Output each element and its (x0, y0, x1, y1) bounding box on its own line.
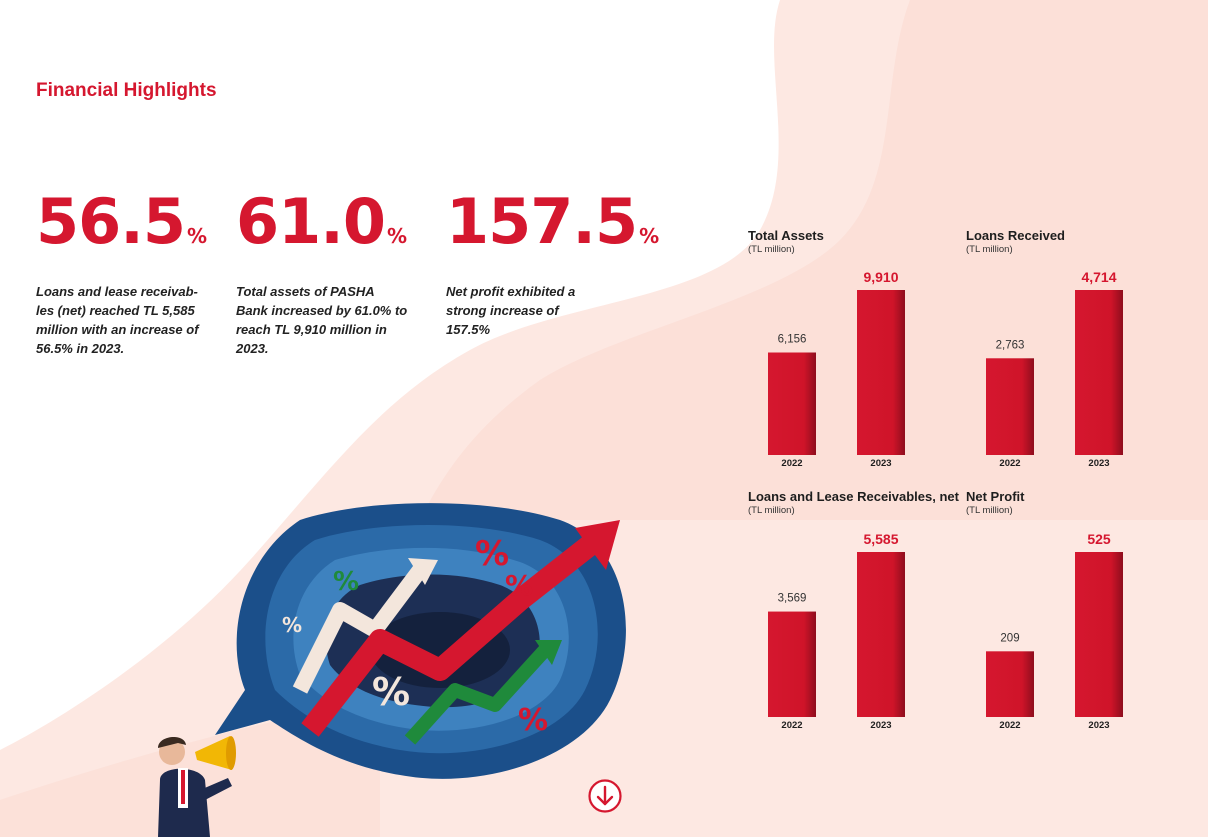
chart-title: Net Profit (966, 489, 1025, 504)
chart-title: Total Assets (748, 228, 824, 243)
highlight-description: Total assets of PASHA Bank increased by … (236, 284, 408, 356)
bar-2022 (986, 651, 1034, 717)
bar-value-label: 3,569 (778, 593, 807, 605)
highlight-total-assets: 61.0% Total assets of PASHA Bank increas… (236, 186, 408, 358)
bar-value-label: 209 (1000, 632, 1019, 644)
bar-2023 (857, 290, 905, 455)
bar-value-label: 2,763 (996, 339, 1025, 351)
bar-2022 (768, 611, 816, 717)
highlight-description: Loans and lease receivab-les (net) reach… (36, 284, 199, 356)
page-title: Financial Highlights (36, 80, 217, 101)
bar-2022 (768, 352, 816, 455)
highlight-value: 61.0% (236, 185, 408, 258)
x-tick-label: 2022 (781, 720, 802, 731)
bar-2023 (1075, 290, 1123, 455)
bar-2023 (857, 552, 905, 717)
svg-text:%: % (372, 670, 410, 714)
chart-subtitle: (TL million) (748, 505, 795, 516)
highlight-net-profit: 157.5% Net profit exhibited a strong inc… (446, 185, 660, 339)
svg-text:%: % (282, 613, 302, 637)
x-tick-label: 2022 (781, 458, 802, 469)
highlight-description: Net profit exhibited a strong increase o… (446, 284, 576, 337)
highlight-loans: 56.5% Loans and lease receivab-les (net)… (36, 185, 208, 358)
svg-text:%: % (505, 569, 533, 602)
chart-subtitle: (TL million) (748, 244, 795, 255)
percent-symbols: % % % % % % (282, 534, 548, 738)
highlight-value: 157.5% (446, 185, 660, 258)
chart-title: Loans Received (966, 228, 1065, 243)
bar-2023 (1075, 552, 1123, 717)
x-tick-label: 2022 (999, 458, 1020, 469)
chart-title: Loans and Lease Receivables, net (748, 489, 960, 504)
chart-subtitle: (TL million) (966, 505, 1013, 516)
bar-2022 (986, 358, 1034, 455)
chart-subtitle: (TL million) (966, 244, 1013, 255)
x-tick-label: 2023 (1088, 720, 1109, 731)
x-tick-label: 2023 (870, 458, 891, 469)
highlight-value: 56.5% (36, 185, 208, 258)
bar-value-label: 5,585 (863, 531, 898, 547)
bar-value-label: 9,910 (863, 269, 898, 285)
x-tick-label: 2022 (999, 720, 1020, 731)
x-tick-label: 2023 (870, 720, 891, 731)
svg-text:%: % (518, 703, 548, 738)
bar-value-label: 6,156 (778, 334, 807, 346)
growth-arrows (292, 520, 620, 745)
bar-value-label: 525 (1087, 531, 1111, 547)
arrow-down-circle-icon[interactable] (587, 778, 623, 814)
svg-text:%: % (475, 534, 509, 574)
x-tick-label: 2023 (1088, 458, 1109, 469)
megaphone-man (158, 736, 236, 837)
growth-illustration: % % % % % % (158, 503, 626, 837)
bar-value-label: 4,714 (1081, 269, 1116, 285)
svg-text:%: % (333, 567, 359, 597)
